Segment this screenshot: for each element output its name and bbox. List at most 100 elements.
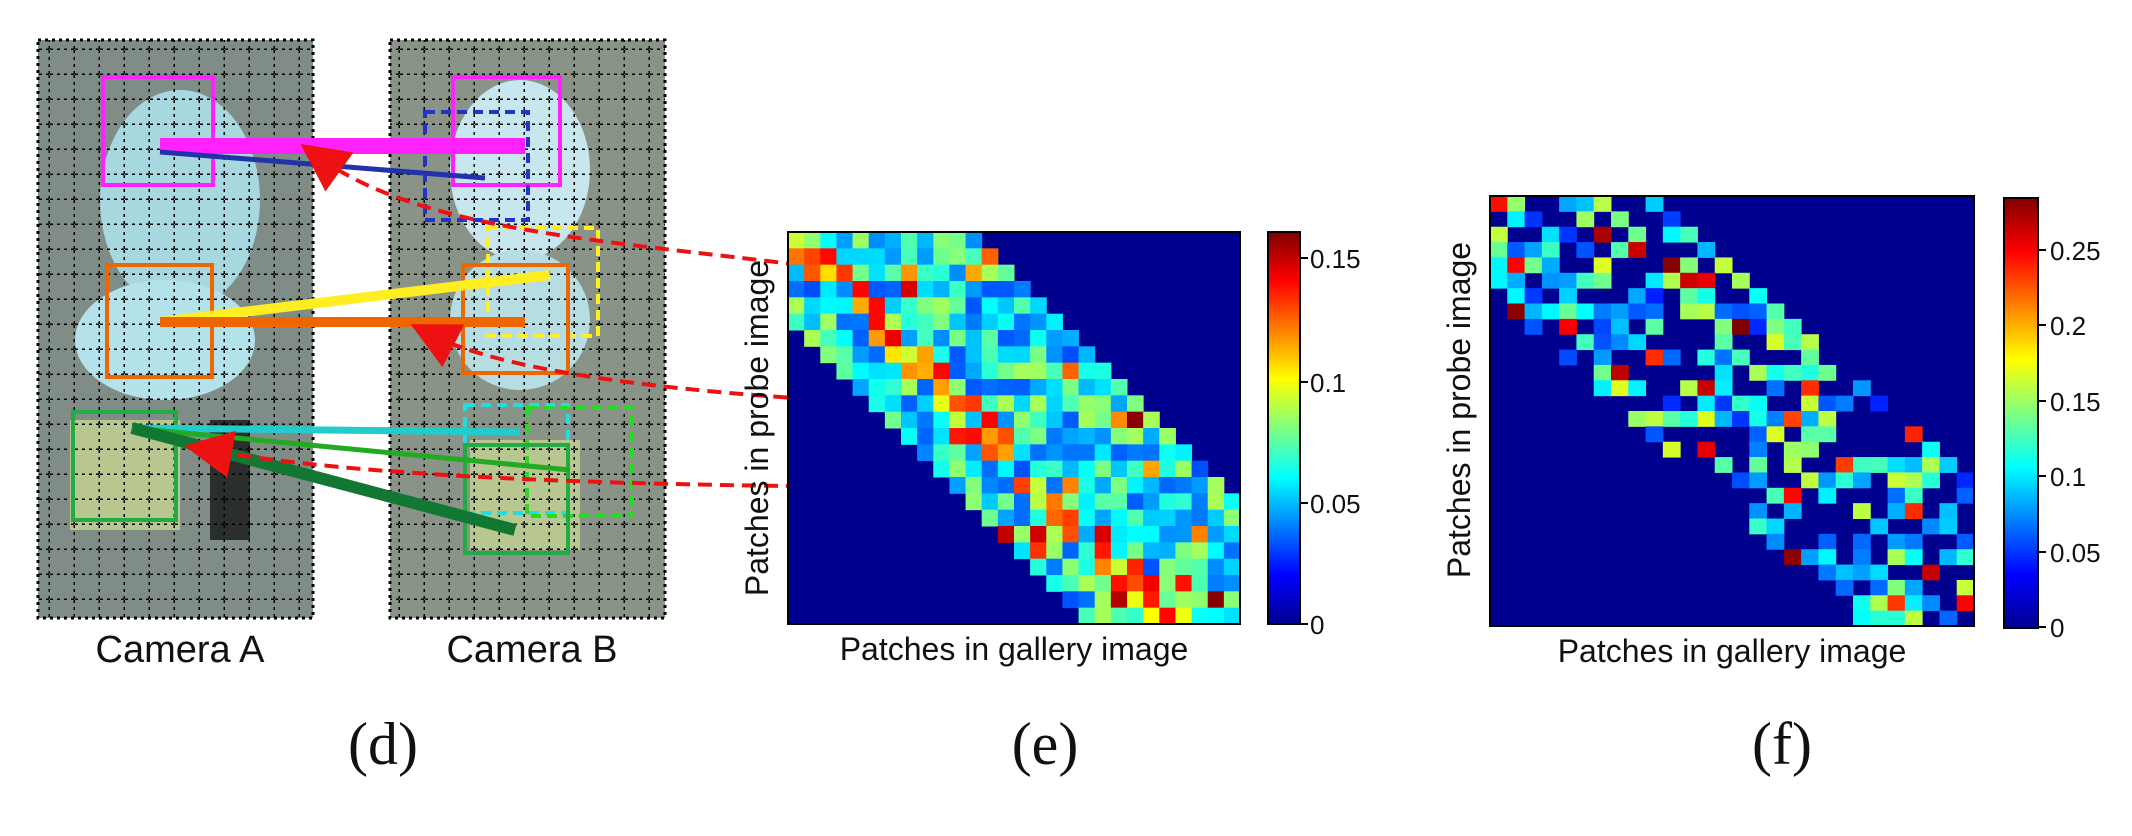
heatmap-cell xyxy=(1143,428,1160,445)
heatmap-cell xyxy=(1939,503,1958,519)
heatmap-cell xyxy=(1110,460,1128,478)
heatmap-cell xyxy=(868,264,886,282)
heatmap-cell xyxy=(1014,281,1031,298)
heatmap-cell xyxy=(933,232,950,249)
heatmap-cell xyxy=(1818,472,1837,489)
heatmap-cell xyxy=(1922,564,1940,581)
heatmap-cell xyxy=(965,330,983,347)
heatmap-cell xyxy=(1078,509,1096,527)
heatmap-cell xyxy=(1801,349,1819,366)
heatmap-cell xyxy=(1593,257,1612,274)
heatmap-cell xyxy=(1628,303,1647,320)
heatmap-cell xyxy=(1159,558,1176,576)
heatmap-cell xyxy=(1783,487,1802,504)
heatmap-cell xyxy=(1014,313,1031,331)
heatmap-cell xyxy=(1046,542,1063,560)
heatmap-cell xyxy=(1046,346,1063,364)
heatmap-cell xyxy=(997,493,1015,511)
heatmap-cell xyxy=(1046,477,1063,494)
heatmap-cell xyxy=(965,395,983,413)
heatmap-cell xyxy=(852,313,870,331)
heatmap-cell xyxy=(1014,379,1031,396)
heatmap-cell xyxy=(981,428,999,445)
heatmap-cell xyxy=(1143,460,1160,478)
heatmap-cell xyxy=(901,379,918,396)
heatmap-cell xyxy=(1524,303,1543,320)
colorbar-f-ticks: 0.25 0.2 0.15 0.1 0.05 0 xyxy=(2038,236,2101,643)
heatmap-cell xyxy=(1887,457,1906,473)
heatmap-cell xyxy=(1904,503,1923,519)
heatmap-cell xyxy=(804,232,821,249)
heatmap-cell xyxy=(1191,477,1209,494)
heatmap-cell xyxy=(1143,493,1160,511)
heatmap-cell xyxy=(1818,426,1837,443)
heatmap-cell xyxy=(1749,411,1768,427)
heatmap-cell xyxy=(1870,518,1889,535)
heatmap-cell xyxy=(1714,318,1733,335)
heatmap-cell xyxy=(852,264,870,282)
heatmap-cell xyxy=(1062,362,1080,380)
heatmap-cell xyxy=(965,428,983,445)
heatmap-cell xyxy=(1207,591,1225,609)
heatmap-cell xyxy=(1593,364,1612,381)
heatmap-cell xyxy=(901,232,918,249)
heatmap-cell xyxy=(1697,411,1716,427)
heatmap-cell xyxy=(1127,395,1144,413)
heatmap-cell xyxy=(997,411,1015,429)
heatmap-cell xyxy=(1611,303,1629,320)
heatmap-cell xyxy=(981,379,999,396)
heatmap-cell xyxy=(1818,564,1837,581)
heatmap-cell xyxy=(884,232,902,249)
heatmap-cell xyxy=(820,248,837,266)
heatmap-cell xyxy=(917,411,934,429)
heatmap-cell xyxy=(1014,509,1031,527)
heatmap-cell xyxy=(1783,334,1802,351)
heatmap-cell xyxy=(1143,411,1160,429)
heatmap-cell xyxy=(1175,542,1193,560)
heatmap-cell xyxy=(1046,493,1063,511)
heatmap-cell xyxy=(1662,272,1681,289)
heatmap-cell xyxy=(1576,334,1595,351)
heatmap-cell xyxy=(1094,444,1112,462)
heatmap-cell xyxy=(804,264,821,282)
box-b-legs-dark xyxy=(463,443,570,555)
heatmap-cell xyxy=(917,248,934,266)
heatmap-cell xyxy=(852,281,870,298)
heatmap-cell xyxy=(868,248,886,266)
heatmap-cell xyxy=(1207,526,1225,543)
heatmap-cell xyxy=(1507,288,1526,304)
heatmap-cell xyxy=(1680,288,1698,304)
heatmap-cell xyxy=(836,346,854,364)
heatmap-cell xyxy=(933,460,950,478)
panel-d: Camera A Camera B (d) xyxy=(36,38,1131,777)
heatmap-cell xyxy=(1175,444,1193,462)
camera-a-label: Camera A xyxy=(96,629,266,671)
heatmap-cell xyxy=(1853,503,1871,519)
heatmap-cell xyxy=(1030,330,1047,347)
match-bar-yellow xyxy=(159,270,551,327)
colorbar-f-tick-025: 0.25 xyxy=(2050,236,2101,266)
heatmap-cell xyxy=(1062,411,1080,429)
heatmap-cell xyxy=(1766,303,1785,320)
heatmap-cell xyxy=(981,477,999,494)
heatmap-cell xyxy=(1110,558,1128,576)
heatmap-cell xyxy=(1714,334,1733,351)
heatmap-cell xyxy=(852,362,870,380)
panel-d-letter: (d) xyxy=(348,711,418,777)
heatmap-cell xyxy=(1541,242,1560,258)
heatmap-cell xyxy=(949,411,967,429)
heatmap-cell xyxy=(1818,549,1837,566)
heatmap-cell xyxy=(1749,503,1768,519)
heatmap-cell xyxy=(1559,226,1577,243)
heatmap-cell xyxy=(1524,318,1543,335)
heatmap-cell xyxy=(868,346,886,364)
heatmap-cell xyxy=(1062,346,1080,364)
heatmap-cell xyxy=(1110,493,1128,511)
heatmap-cell xyxy=(933,346,950,364)
heatmap-cell xyxy=(1078,575,1096,592)
heatmap-cell xyxy=(852,297,870,315)
heatmap-cell xyxy=(965,460,983,478)
heatmap-cell xyxy=(1062,330,1080,347)
heatmap-cell xyxy=(1110,575,1128,592)
heatmap-cell xyxy=(868,232,886,249)
